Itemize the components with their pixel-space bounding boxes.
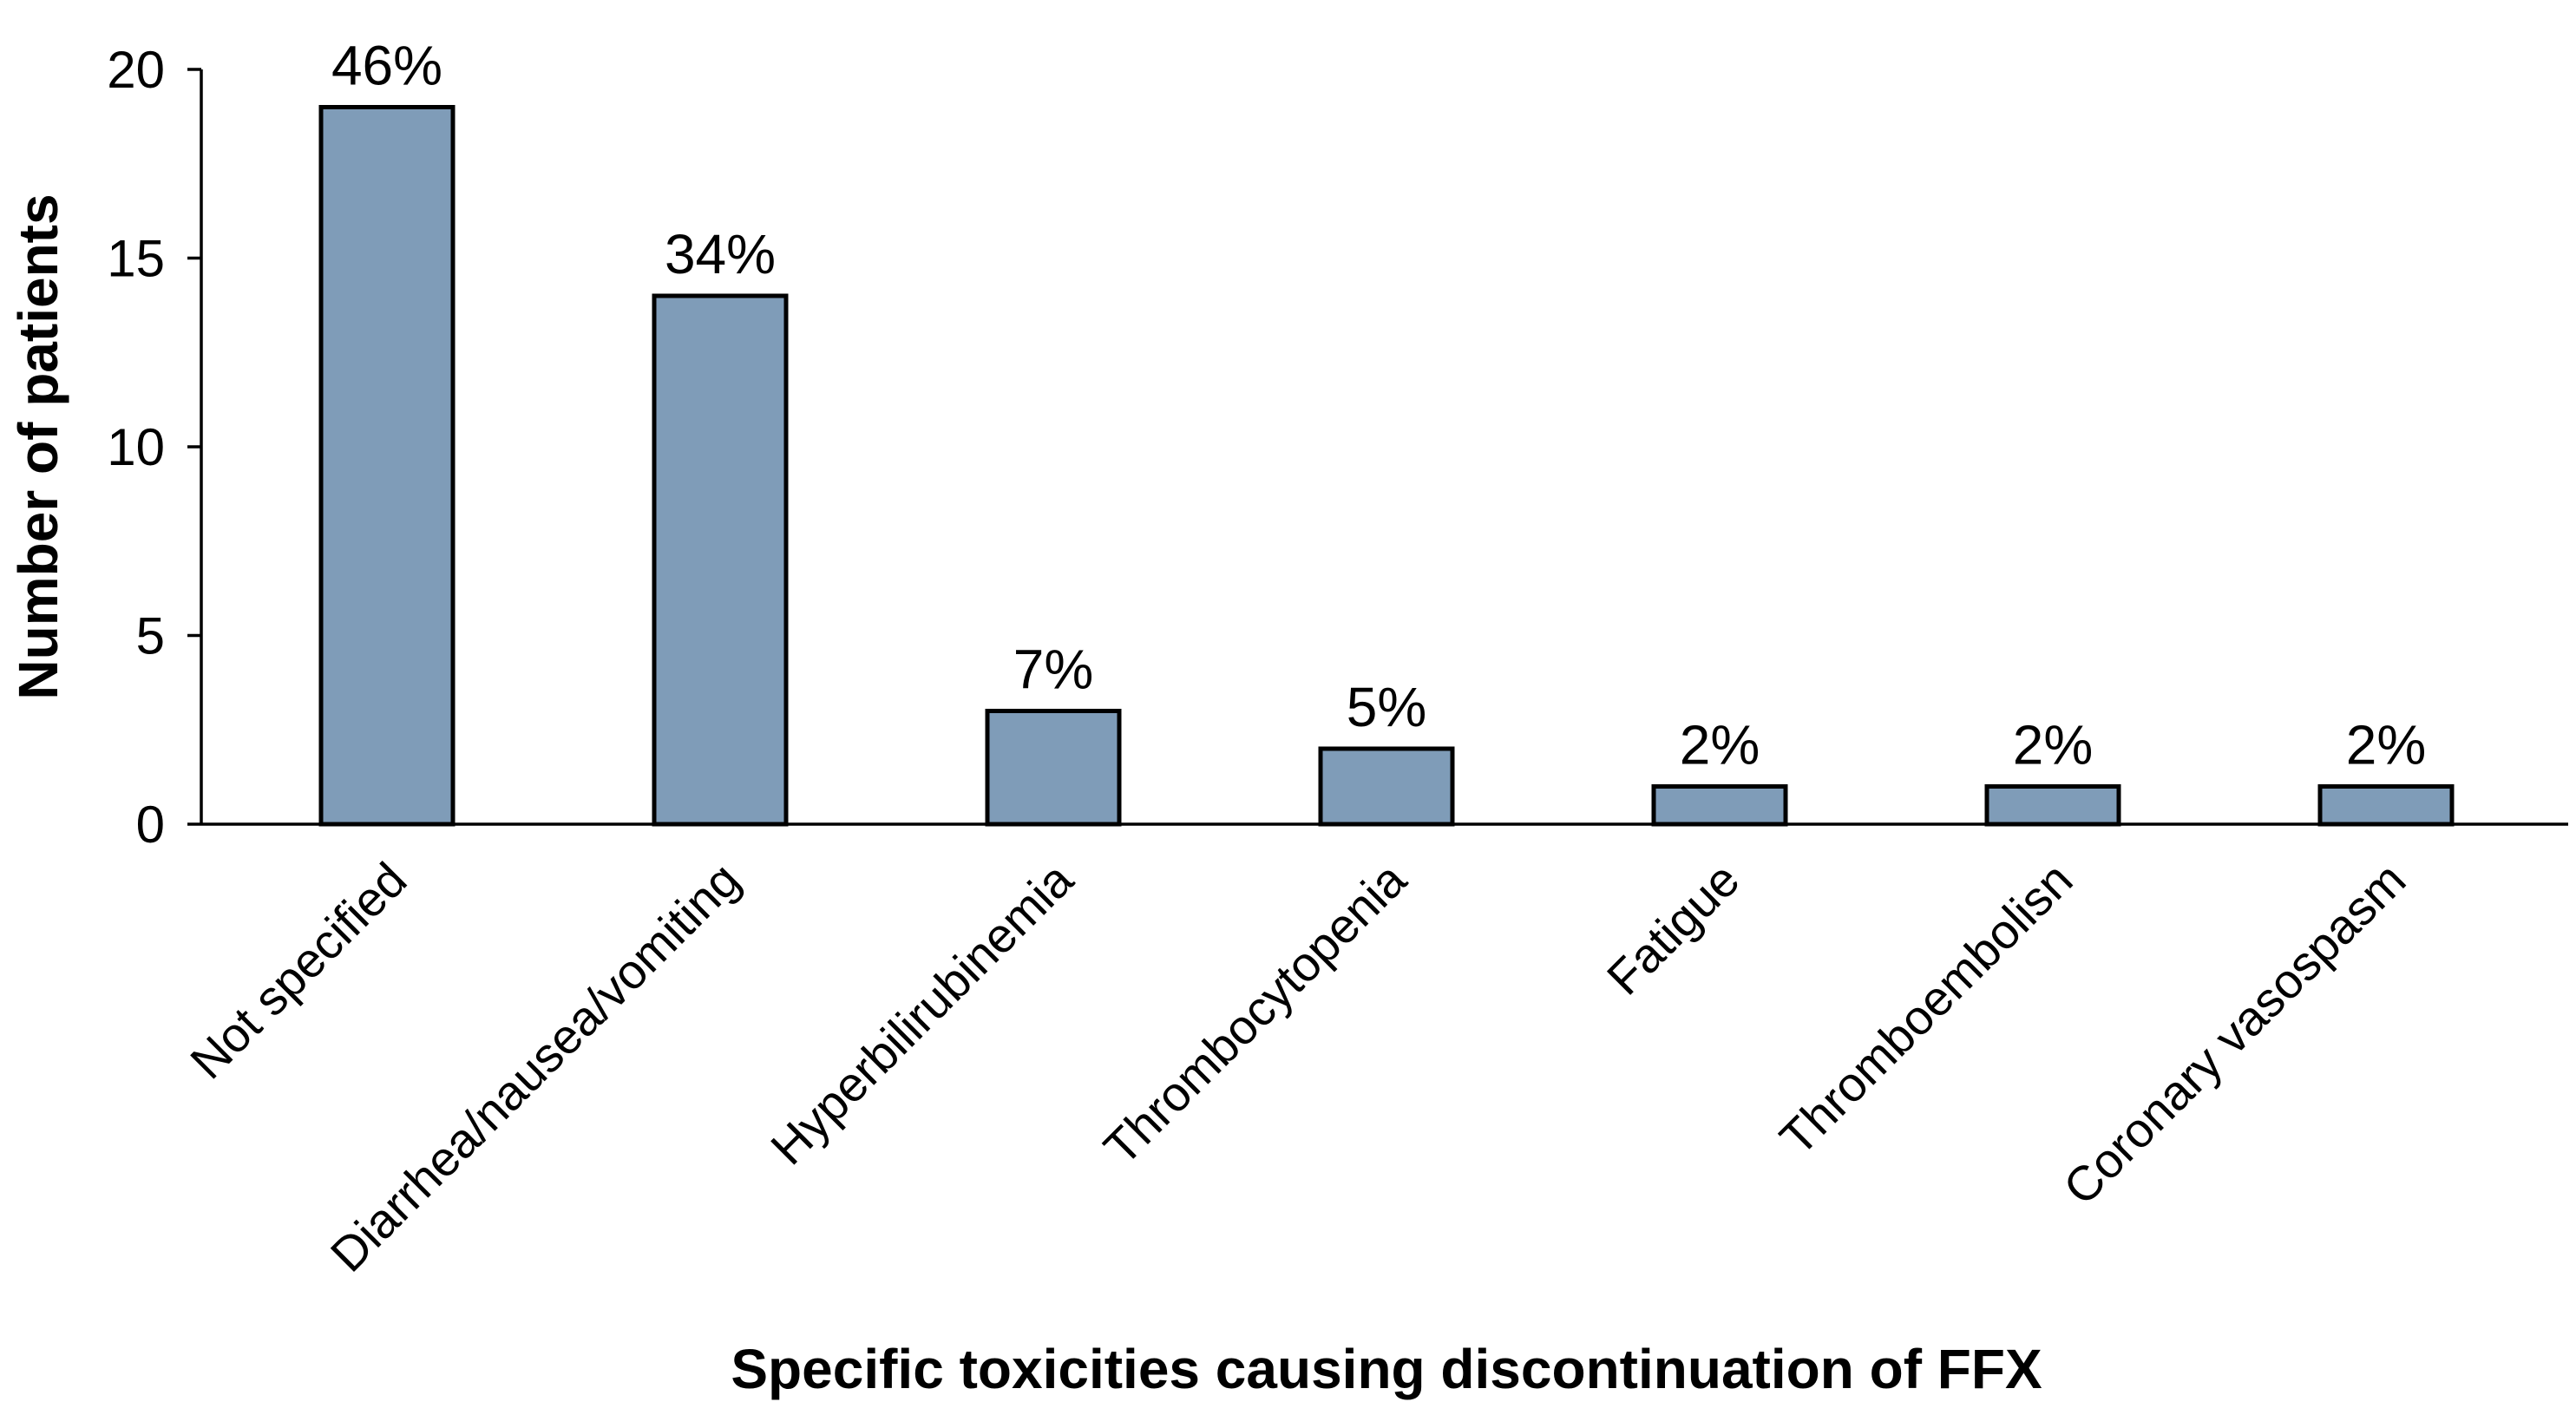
y-axis-title: Number of patients <box>7 193 69 699</box>
y-tick-label: 20 <box>107 41 165 99</box>
category-label: Thromboembolisn <box>1769 852 2082 1165</box>
bar <box>985 709 1122 827</box>
y-tick-label: 10 <box>107 418 165 476</box>
bar <box>652 293 789 827</box>
bar <box>1651 784 1788 827</box>
category-label: Fatigue <box>1596 852 1750 1005</box>
data-label: 34% <box>665 223 776 285</box>
data-label: 2% <box>2013 714 2094 776</box>
category-label: Coronary vasospasm <box>2053 852 2416 1215</box>
category-label: Thrombocytopenia <box>1093 851 1417 1175</box>
bar <box>1318 746 1455 827</box>
data-label: 2% <box>2346 714 2427 776</box>
data-labels: 46% 34% 7% 5% 2% 2% 2% <box>331 35 2426 776</box>
y-ticks: 0 5 10 15 20 <box>107 41 201 854</box>
category-label: Hyperbilirubinemia <box>760 851 1084 1175</box>
y-tick-label: 0 <box>136 796 165 854</box>
x-axis-title: Specific toxicities causing discontinuat… <box>731 1338 2042 1400</box>
bar <box>1984 784 2121 827</box>
category-label: Not specified <box>180 852 416 1089</box>
data-label: 2% <box>1680 714 1760 776</box>
bars-layer <box>318 105 2455 827</box>
y-tick-label: 5 <box>136 607 165 665</box>
data-label: 5% <box>1347 676 1427 738</box>
y-tick-label: 15 <box>107 230 165 288</box>
bar <box>318 105 456 827</box>
bar <box>2317 784 2455 827</box>
data-label: 46% <box>331 35 442 97</box>
data-label: 7% <box>1013 639 1094 701</box>
